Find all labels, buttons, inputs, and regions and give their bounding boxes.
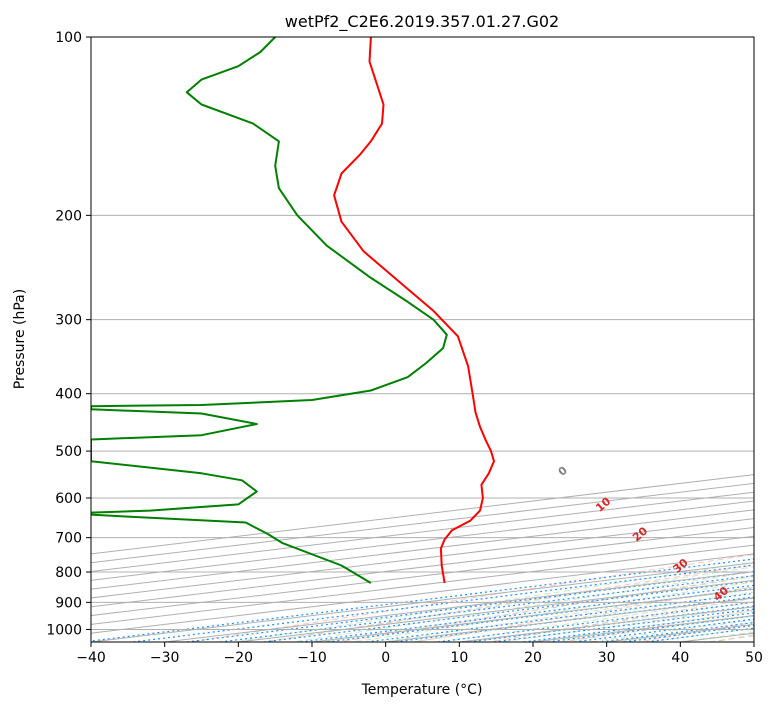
chart-title: wetPf2_C2E6.2019.357.01.27.G02 [285, 12, 559, 32]
isotherm-line [91, 509, 754, 590]
mixing-ratio-line [258, 580, 754, 642]
y-tick-label: 100 [55, 30, 82, 46]
isotherm-line [91, 474, 754, 555]
y-tick-label: 900 [55, 595, 82, 611]
y-tick-label: 400 [55, 387, 82, 403]
y-tick-label: 500 [55, 444, 82, 460]
x-tick-label: 10 [450, 650, 468, 666]
sounding-curves [91, 37, 495, 584]
x-tick-label: 50 [745, 650, 763, 666]
x-tick-label: −40 [76, 650, 106, 666]
plot-frame [90, 36, 755, 643]
x-axis-label: Temperature (°C) [361, 682, 483, 698]
plot-area: 0.10.20.40.611.52346810131620253036-100-… [91, 37, 754, 642]
y-tick-label: 700 [55, 531, 82, 547]
y-axis-label: Pressure (hPa) [12, 289, 28, 389]
x-axis: −40 −30 −20 −10 0 10 20 30 40 50 [76, 642, 763, 666]
x-tick-label: −10 [297, 650, 327, 666]
x-tick-label: 30 [598, 650, 616, 666]
y-tick-label: 800 [55, 565, 82, 581]
isotherm-line [91, 491, 754, 573]
isotherm-line [91, 535, 754, 617]
x-tick-label: 40 [671, 650, 689, 666]
mixing-ratio-line [361, 592, 754, 642]
x-tick-label: −30 [150, 650, 180, 666]
isobar-gridlines [91, 37, 754, 630]
mixing-ratio-line [128, 564, 754, 642]
y-tick-label: 600 [55, 491, 82, 507]
isotherm-gridlines [91, 474, 754, 642]
dewpoint-line [91, 37, 448, 584]
isotherm-line [91, 518, 754, 599]
isotherm-line [91, 482, 754, 564]
mixing-ratio-line [295, 584, 754, 642]
x-tick-label: 20 [524, 650, 542, 666]
y-axis: 100 200 300 400 500 600 700 800 900 1000 [46, 30, 91, 638]
y-tick-label: 300 [55, 313, 82, 329]
temperature-line [333, 37, 495, 584]
y-tick-label: 1000 [46, 622, 82, 638]
isotherm-line [91, 500, 754, 581]
x-tick-label: 0 [381, 650, 390, 666]
x-tick-label: −20 [224, 650, 254, 666]
y-tick-label: 200 [55, 208, 82, 224]
isotherm-line [91, 526, 754, 608]
mixing-ratio-line [322, 587, 754, 642]
